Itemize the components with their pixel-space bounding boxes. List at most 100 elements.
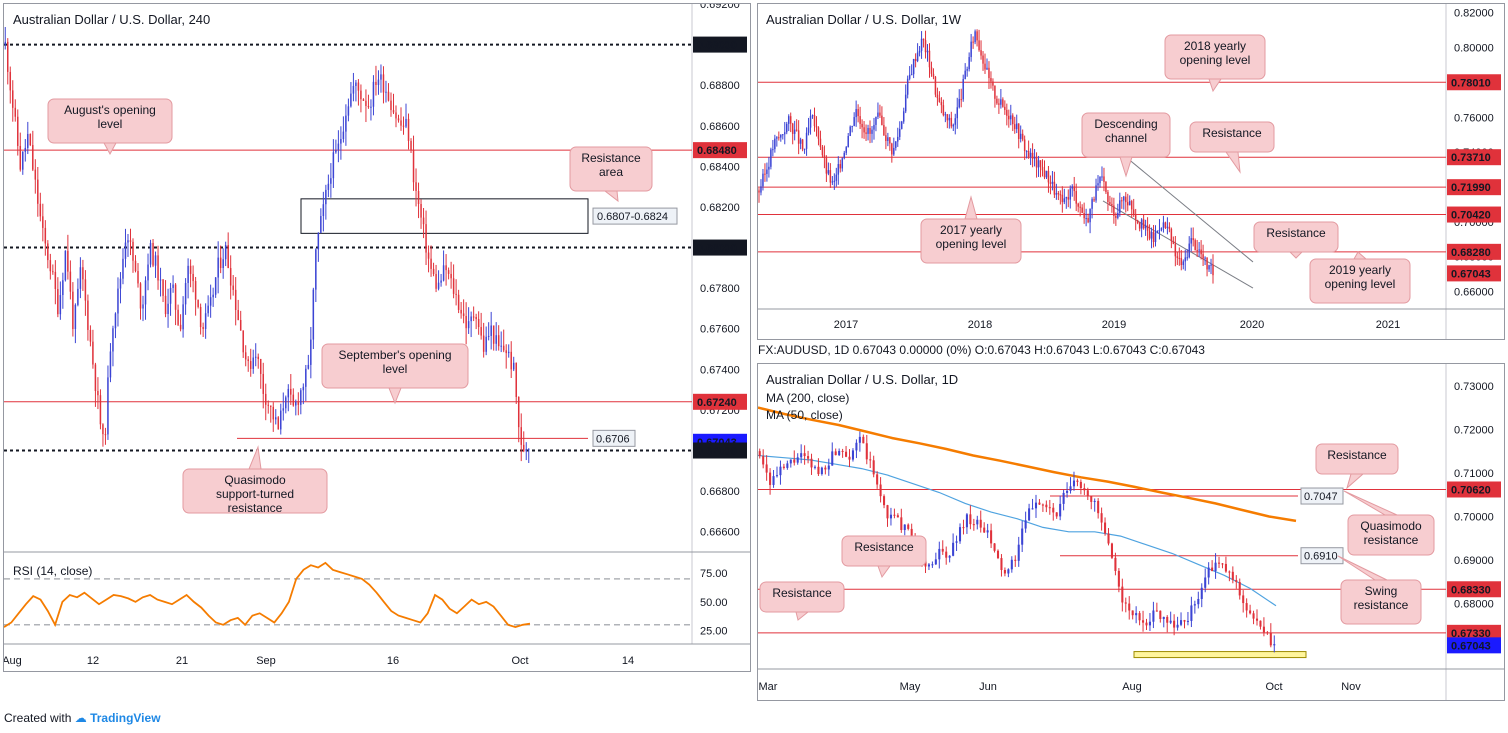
h4-candle	[365, 100, 367, 106]
h4-candle	[197, 299, 199, 307]
weekly-candle	[1127, 202, 1129, 206]
weekly-candle	[1164, 222, 1167, 228]
daily-marker-label-box	[1300, 547, 1344, 565]
weekly-chart-title: Australian Dollar / U.S. Dollar, 1W	[766, 12, 962, 27]
weekly-candle	[1067, 197, 1070, 200]
daily-x-tick: May	[900, 681, 921, 693]
daily-candle	[862, 436, 865, 444]
daily-marker-label: 0.6910	[1304, 551, 1338, 563]
weekly-level-tag-text: 0.73710	[1451, 152, 1491, 164]
weekly-candle	[1077, 203, 1079, 207]
daily-candle	[1055, 512, 1058, 517]
h4-candle	[74, 304, 77, 330]
h4-candle	[377, 79, 380, 85]
daily-candle	[834, 451, 837, 456]
weekly-chart-canvas[interactable]: 0.820000.800000.760000.740000.700000.680…	[758, 4, 1504, 339]
weekly-chart-panel[interactable]: 0.820000.800000.760000.740000.700000.680…	[757, 3, 1505, 340]
daily-candle	[1097, 500, 1100, 514]
h4-candle	[387, 91, 390, 101]
h4-candle	[385, 91, 387, 93]
weekly-candle	[1134, 213, 1137, 221]
weekly-level-tag	[1447, 179, 1501, 196]
daily-candle	[1211, 567, 1214, 572]
daily-chart-panel[interactable]: 0.73000 0.72000 0.71000 0.70000 0.69000 0.680…	[757, 363, 1505, 701]
weekly-candle	[891, 143, 893, 155]
daily-candle	[1249, 610, 1252, 614]
daily-callout-quasimodo-text: Quasimodo	[1360, 519, 1422, 533]
weekly-callout-2018-text: opening level	[1180, 53, 1251, 67]
daily-candle	[993, 543, 996, 551]
h4-candle	[117, 288, 119, 314]
daily-level-tag	[1447, 637, 1501, 654]
weekly-candle	[992, 81, 994, 86]
daily-candle	[1217, 562, 1221, 564]
h4-candle	[179, 324, 182, 330]
daily-candle	[1090, 496, 1093, 502]
h4-candle	[505, 350, 507, 354]
h4-candle	[97, 391, 99, 396]
weekly-candle	[1182, 261, 1185, 266]
h4-candle	[47, 243, 49, 261]
h4-y-tick: 0.68200	[700, 202, 740, 214]
weekly-candle	[758, 190, 760, 193]
weekly-candle	[1200, 249, 1202, 255]
daily-candle	[1038, 502, 1041, 505]
h4-candle	[114, 313, 117, 329]
daily-candle	[789, 459, 792, 464]
daily-candle	[810, 458, 813, 468]
daily-candle	[1193, 604, 1196, 606]
h4-candle	[227, 245, 229, 269]
h4-chart-panel[interactable]: 0.69200 0.68800 0.68600 0.68400 0.68200 0.678…	[3, 3, 751, 672]
h4-candle	[290, 388, 292, 395]
daily-candle	[855, 442, 858, 451]
h4-candle	[132, 241, 134, 261]
daily-candle	[824, 467, 827, 470]
weekly-candle	[855, 109, 857, 118]
weekly-candle	[861, 123, 863, 128]
h4-candle	[99, 395, 102, 425]
weekly-candle	[1035, 157, 1038, 168]
weekly-candle	[1006, 109, 1008, 116]
weekly-candle	[1208, 265, 1210, 270]
weekly-candle	[879, 112, 881, 116]
daily-candle	[900, 517, 903, 531]
weekly-candle	[1146, 225, 1149, 231]
daily-candle	[872, 460, 875, 475]
h4-level-tag	[693, 142, 747, 159]
h4-candle	[192, 273, 194, 282]
daily-candle	[1048, 507, 1051, 509]
weekly-callout-channel-text: Descending	[1094, 117, 1157, 131]
h4-candle	[297, 401, 300, 405]
daily-candle	[969, 514, 972, 525]
h4-chart-canvas[interactable]: 0.69200 0.68800 0.68600 0.68400 0.68200 0.678…	[4, 4, 750, 671]
weekly-candle	[1130, 201, 1133, 210]
weekly-candle	[1119, 200, 1121, 214]
h4-candle	[447, 270, 450, 274]
weekly-level-tag	[1447, 206, 1501, 223]
weekly-candle	[1069, 188, 1072, 200]
h4-candle	[515, 362, 517, 397]
h4-x-tick: Sep	[256, 655, 276, 667]
weekly-candle	[918, 50, 921, 53]
weekly-candle	[928, 50, 931, 68]
daily-candle	[927, 564, 930, 567]
weekly-callout-2019-pointer	[1353, 251, 1368, 260]
h4-candle	[267, 404, 270, 406]
h4-candle	[372, 81, 375, 107]
daily-callout-swing-pointer	[1337, 555, 1388, 581]
weekly-candle	[821, 146, 824, 156]
weekly-callout-2019-text: opening level	[1325, 277, 1396, 291]
daily-chart-canvas[interactable]: 0.73000 0.72000 0.71000 0.70000 0.69000 0.680…	[758, 364, 1504, 700]
footer: Created with ☁ TradingView	[4, 711, 161, 725]
daily-callout-resistance-top-pointer	[1346, 473, 1365, 490]
daily-candle	[1235, 579, 1238, 583]
h4-candle	[72, 291, 74, 330]
footer-brand-link[interactable]: TradingView	[90, 711, 161, 725]
daily-x-tick: Mar	[759, 681, 778, 693]
h4-candle	[310, 339, 312, 365]
weekly-candle	[1107, 192, 1109, 203]
daily-candle	[1135, 613, 1138, 616]
h4-candle	[247, 359, 249, 362]
weekly-level-tag-text: 0.68280	[1451, 247, 1491, 259]
h4-candle	[332, 152, 335, 179]
